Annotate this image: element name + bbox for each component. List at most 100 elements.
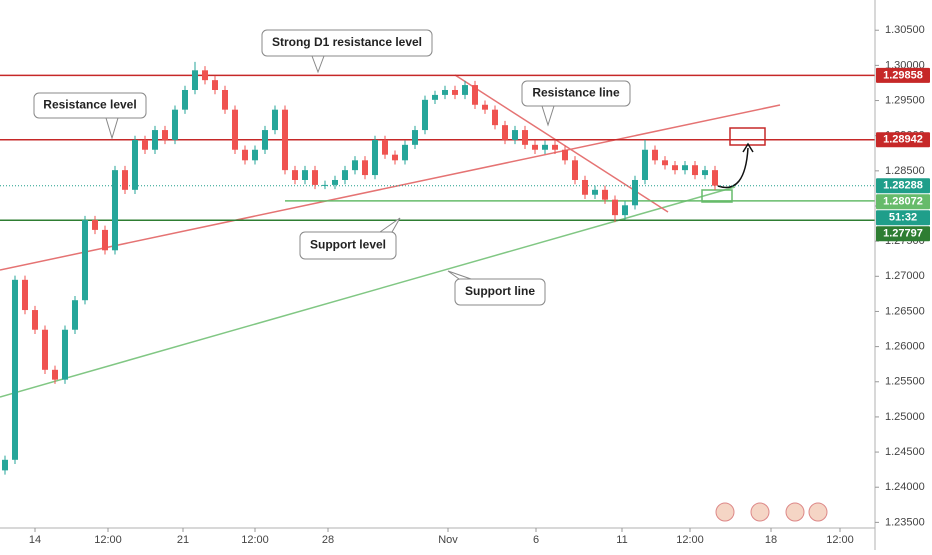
- candle-body: [682, 165, 688, 171]
- callout-text: Resistance level: [43, 98, 136, 112]
- candle-body: [452, 89, 458, 95]
- candle-body: [192, 70, 198, 90]
- price-tag: [876, 194, 930, 210]
- price-tag-label: 1.29858: [883, 69, 923, 81]
- candle-body: [2, 459, 8, 471]
- price-tag-label: 1.27797: [883, 228, 923, 240]
- x-tick-label: 28: [322, 534, 334, 546]
- projection-arrow: [717, 147, 749, 189]
- candle-body: [102, 229, 108, 251]
- x-tick-label: 21: [177, 534, 189, 546]
- candle-body: [432, 94, 438, 100]
- candle-body: [392, 154, 398, 161]
- resistance-trend-line: [0, 104, 781, 271]
- candle-body: [622, 205, 628, 216]
- candle-body: [352, 160, 358, 171]
- candle-body: [132, 139, 138, 190]
- candle-body: [82, 220, 88, 301]
- candle-body: [592, 189, 598, 195]
- price-tag: [876, 67, 930, 83]
- callout-text: Resistance line: [532, 86, 620, 100]
- callout-text: Support line: [465, 284, 535, 298]
- candle-body: [262, 130, 268, 150]
- y-tick-label: 1.25000: [885, 411, 925, 423]
- callout-pointer: [447, 270, 472, 280]
- candle-body: [312, 170, 318, 185]
- price-tag: [876, 226, 930, 242]
- callout-box: [299, 231, 397, 260]
- price-tag-label: 1.28072: [883, 196, 923, 208]
- price-tag: [876, 132, 930, 148]
- candle-body: [612, 199, 618, 216]
- callout-box: [521, 80, 631, 107]
- price-tag-label: 1.28288: [883, 180, 923, 192]
- callout-pointer: [311, 55, 325, 74]
- candle-body: [652, 149, 658, 161]
- y-tick-label: 1.24500: [885, 446, 925, 458]
- candle-body: [712, 170, 718, 186]
- x-tick-label: 12:00: [676, 534, 704, 546]
- logo: [808, 502, 828, 522]
- y-tick-label: 1.23500: [885, 516, 925, 528]
- callout-text: Strong D1 resistance level: [272, 35, 422, 49]
- candle-body: [672, 165, 678, 171]
- candle-body: [372, 139, 378, 176]
- candle-body: [532, 144, 538, 150]
- candle-body: [92, 220, 98, 230]
- y-tick-label: 1.24000: [885, 481, 925, 493]
- candle-body: [442, 89, 448, 95]
- candle-body: [642, 149, 648, 180]
- candle-body: [12, 279, 18, 460]
- candle-body: [242, 149, 248, 161]
- price-tag: [876, 210, 930, 226]
- x-tick-label: 12:00: [94, 534, 122, 546]
- x-tick-label: 6: [533, 534, 539, 546]
- candle-body: [472, 85, 478, 105]
- callout-pointer: [541, 105, 555, 127]
- logo: [750, 502, 770, 522]
- candle-body: [62, 329, 68, 380]
- candle-body: [422, 99, 428, 131]
- candle-body: [582, 179, 588, 195]
- candle-body: [492, 109, 498, 126]
- candle-body: [602, 189, 608, 200]
- y-tick-label: 1.27000: [885, 270, 925, 282]
- candle-body: [272, 109, 278, 131]
- candle-body: [322, 184, 328, 186]
- candle-body: [232, 109, 238, 150]
- callout-text: Support level: [310, 238, 386, 252]
- candle-body: [552, 144, 558, 150]
- callout-pointer: [379, 217, 401, 233]
- support-trend-line: [0, 186, 736, 398]
- candle-body: [402, 144, 408, 161]
- price-tag-label: 51:32: [889, 212, 917, 224]
- logo: [785, 502, 805, 522]
- candle-body: [112, 170, 118, 251]
- x-tick-label: 11: [616, 534, 627, 546]
- price-tag-label: 1.28942: [883, 134, 923, 146]
- x-tick-label: 12:00: [241, 534, 269, 546]
- candle-body: [702, 170, 708, 176]
- x-tick-label: 14: [29, 534, 41, 546]
- y-tick-label: 1.26500: [885, 305, 925, 317]
- candle-body: [172, 109, 178, 140]
- candle-body: [362, 160, 368, 176]
- y-tick-label: 1.30500: [885, 24, 925, 36]
- candle-body: [122, 170, 128, 190]
- entry-box: [701, 189, 733, 203]
- candle-body: [32, 310, 38, 330]
- candle-body: [52, 369, 58, 380]
- x-tick-label: 18: [765, 534, 777, 546]
- drawings: [0, 74, 875, 398]
- candle-body: [72, 300, 78, 330]
- candle-body: [222, 89, 228, 110]
- candle-body: [482, 104, 488, 110]
- logos: [715, 502, 828, 522]
- candle-body: [152, 130, 158, 150]
- candle-body: [562, 149, 568, 161]
- callout-box: [33, 92, 147, 119]
- candle-body: [292, 170, 298, 180]
- candle-body: [182, 89, 188, 110]
- candle-body: [162, 130, 168, 140]
- candle-body: [202, 70, 208, 81]
